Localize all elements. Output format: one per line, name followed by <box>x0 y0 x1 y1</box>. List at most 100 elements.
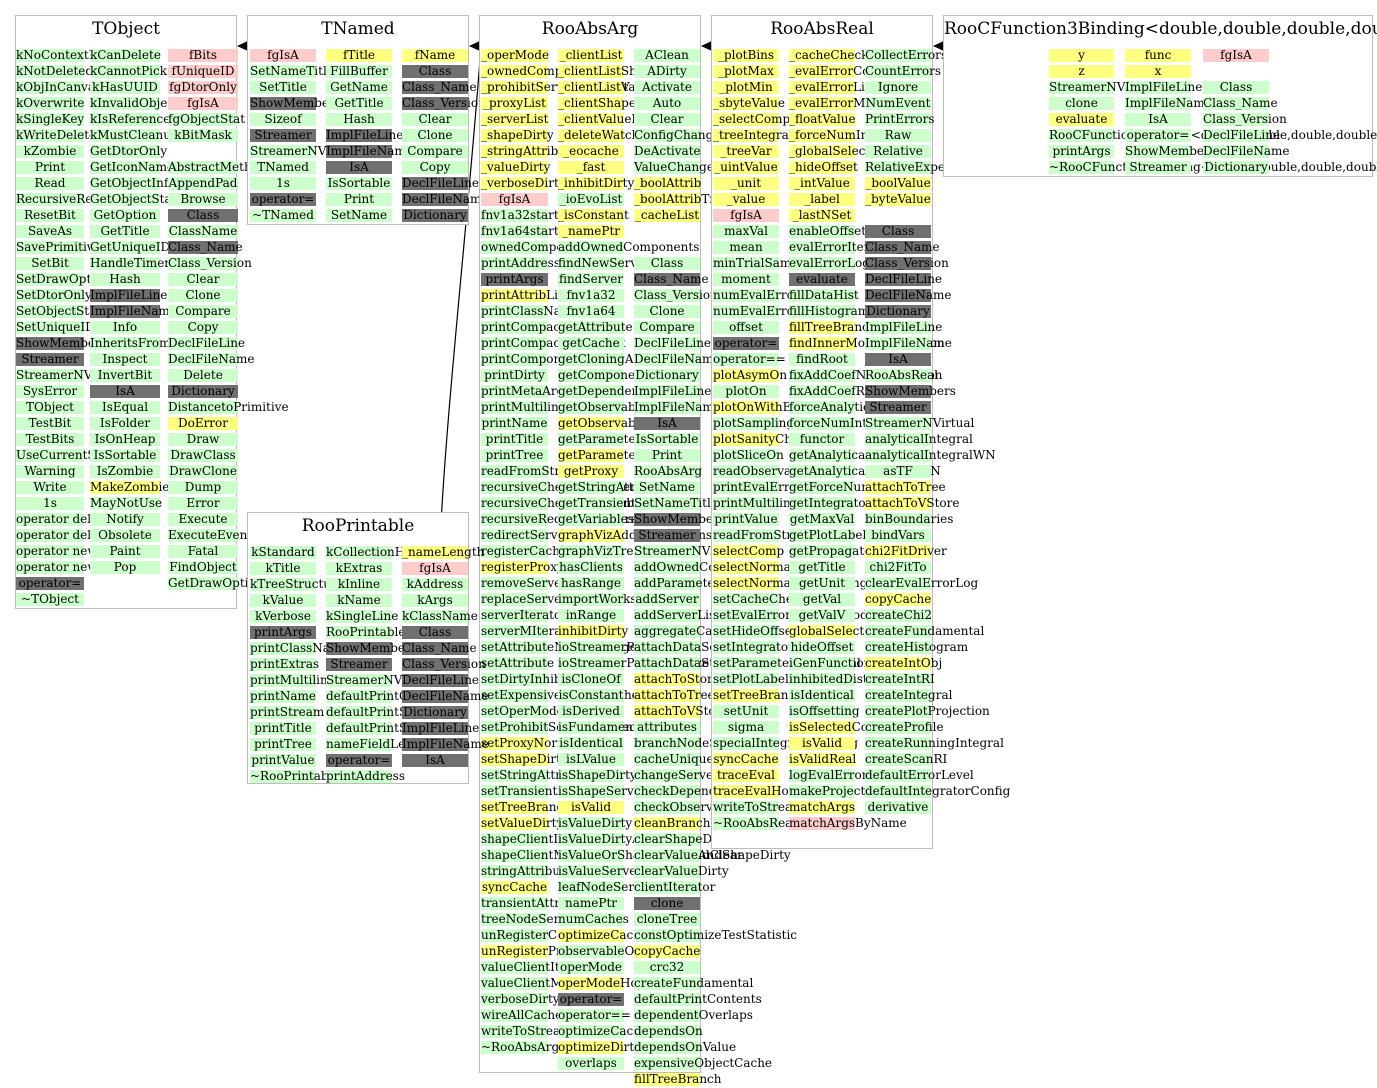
member-cell: optimizeDirtyHook <box>558 1041 673 1054</box>
member-cell: printAddress <box>481 257 560 270</box>
member-label: constOptimizeTestStatistic <box>634 928 798 942</box>
member-cell: getMaxVal <box>789 513 855 526</box>
member-label: _clientListShape <box>558 64 659 78</box>
member-label: x <box>1154 64 1162 78</box>
member-label: Class_Version <box>634 288 718 302</box>
member-label: DeclFileLine <box>168 336 246 350</box>
member-cell: createIntegral <box>865 689 952 702</box>
member-cell: hideOffset <box>789 641 855 654</box>
member-cell: addParameters <box>634 577 726 590</box>
member-label: _evalErrorList <box>789 80 876 94</box>
member-label: chi2FitTo <box>869 560 927 574</box>
member-label: Activate <box>642 80 692 94</box>
member-cell: evaluate <box>789 273 855 286</box>
member-cell: Streamer <box>1125 161 1191 174</box>
member-cell: ownedComponents <box>481 241 597 254</box>
member-label: ShowMembers <box>250 96 341 110</box>
member-cell: DeclFileLine <box>865 273 942 286</box>
member-label: Dictionary <box>403 208 467 222</box>
member-label: _inhibitDirty <box>558 176 635 190</box>
member-cell: isValidReal <box>789 753 856 766</box>
member-cell: IsA <box>326 161 392 174</box>
member-cell: kHasUUID <box>90 81 160 94</box>
member-cell: DeclFileLine <box>168 337 245 350</box>
member-cell: IsZombie <box>90 465 160 478</box>
member-label: fgDtorOnly <box>169 80 237 94</box>
member-label: ImplFileName <box>90 304 177 318</box>
member-cell: DeclFileLine <box>402 674 479 687</box>
member-label: Class_Version <box>402 96 486 110</box>
member-cell: RecursiveRemove <box>16 193 125 206</box>
member-cell: valueClientMIterator <box>481 977 610 990</box>
member-label: _evalErrorMode <box>789 96 888 110</box>
member-cell: leafNodeServerList <box>558 881 677 894</box>
member-label: _evalErrorCount <box>789 64 890 78</box>
member-label: ~RooAbsArg <box>481 1040 560 1054</box>
member-cell: chi2FitTo <box>865 561 931 574</box>
member-label: 1s <box>276 176 290 190</box>
member-label: getVal <box>802 592 842 606</box>
member-cell: operator= <box>713 337 779 350</box>
member-cell: Info <box>90 321 160 334</box>
member-label: printTree <box>485 448 544 462</box>
member-cell: ShowMembers <box>634 513 725 526</box>
member-cell: asTF <box>865 465 931 478</box>
member-label: ImplFileLine <box>865 320 943 334</box>
member-label: operator== <box>713 352 786 366</box>
member-label: Write <box>33 480 67 494</box>
member-label: IsZombie <box>96 464 154 478</box>
member-cell: setParameterizeIntegral <box>713 657 861 670</box>
member-label: operator== <box>558 1008 631 1022</box>
member-cell: ShowMembers <box>1125 145 1216 158</box>
member-cell: optimizeCacheMode <box>558 929 682 942</box>
member-cell: fgObjectStat <box>168 113 245 126</box>
member-cell: Streamer <box>326 658 392 671</box>
member-cell: printMultiline <box>481 401 566 414</box>
member-cell: ImplFileLine <box>326 129 403 142</box>
member-cell: attachDataSet <box>634 641 721 654</box>
member-cell: _clientListValue <box>558 81 654 94</box>
member-cell: printMultiline <box>713 497 798 510</box>
member-cell: isValueServer <box>558 865 642 878</box>
member-cell: kOverwrite <box>16 97 85 110</box>
member-label: clearValueAndShapeDirty <box>634 848 791 862</box>
member-label: numCaches <box>558 912 629 926</box>
member-cell: Dictionary <box>865 305 931 318</box>
member-label: getVariables <box>558 512 634 526</box>
member-label: kStandard <box>251 545 315 559</box>
member-label: y <box>1078 48 1085 62</box>
member-label: fillTreeBranch <box>634 1072 722 1086</box>
member-cell: _valueDirty <box>481 161 550 174</box>
member-label: operMode <box>559 960 623 974</box>
member-cell: makeProjectionSet <box>789 785 904 798</box>
member-label: printAddress <box>481 256 560 270</box>
member-cell: ValueChange <box>634 161 714 174</box>
member-label: isShapeDirty <box>558 768 637 782</box>
member-cell: _boolAttrib <box>634 177 701 190</box>
member-cell: printName <box>250 690 316 703</box>
member-label: Class_Version <box>402 657 486 671</box>
member-cell: Class <box>402 626 468 639</box>
member-cell: Class_Version <box>402 97 486 110</box>
member-label: ImplFileLine <box>1125 80 1203 94</box>
member-cell: fgIsA <box>1203 49 1269 62</box>
member-label: _cacheCheck <box>789 48 869 62</box>
member-label: IsA <box>115 384 135 398</box>
member-label: printMetaArgs <box>481 384 571 398</box>
member-label: RooPrintable <box>326 625 406 639</box>
member-label: fUniqueID <box>171 64 235 78</box>
member-cell: Notify <box>90 513 160 526</box>
member-cell: kName <box>326 594 392 607</box>
member-label: SetNameTitle <box>634 496 718 510</box>
member-cell: setTreeBranchStatus <box>481 801 610 814</box>
member-label: createRunningIntegral <box>865 736 1004 750</box>
member-cell: ADirty <box>634 65 700 78</box>
member-label: Dictionary <box>866 304 930 318</box>
member-cell: _plotMin <box>713 81 779 94</box>
member-cell: defaultPrintStream <box>326 706 443 719</box>
member-cell: syncCache <box>481 881 548 894</box>
member-cell: Inspect <box>90 353 160 366</box>
member-label: IsSortable <box>327 176 391 190</box>
member-cell: setPlotLabel <box>713 673 789 686</box>
